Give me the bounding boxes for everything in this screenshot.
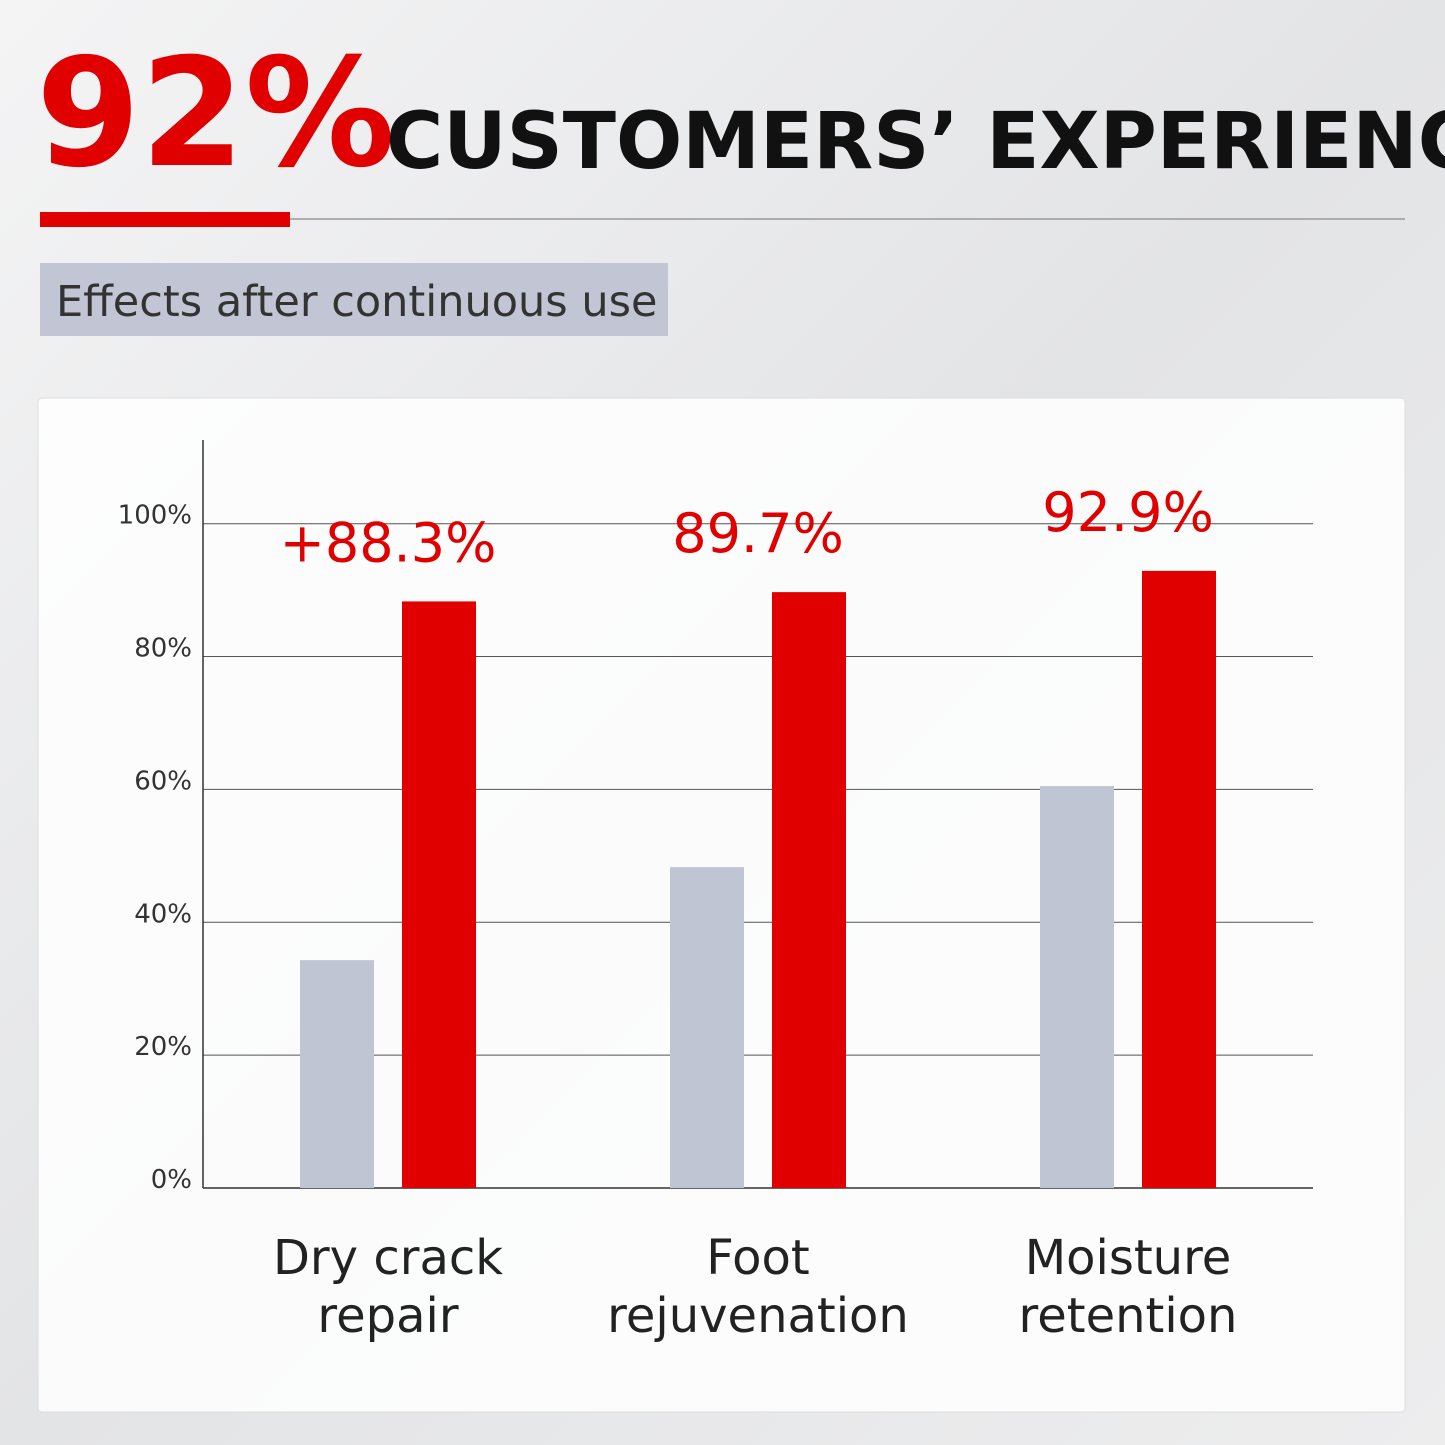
bar	[402, 601, 476, 1188]
value-label: 92.9%	[1042, 481, 1214, 544]
headline-title: CUSTOMERS’ EXPERIENCE	[386, 97, 1445, 187]
y-tick-label: 60%	[134, 766, 192, 796]
y-tick-label: 20%	[134, 1032, 192, 1062]
y-tick-label: 40%	[134, 899, 192, 929]
x-tick-label: rejuvenation	[607, 1288, 909, 1344]
bar	[300, 960, 374, 1188]
y-tick-label: 100%	[118, 501, 192, 531]
x-tick-label: repair	[317, 1288, 458, 1344]
y-tick-label: 0%	[151, 1165, 192, 1195]
subtitle: Effects after continuous use	[56, 277, 657, 327]
accent-bar	[40, 212, 290, 227]
y-tick-label: 80%	[134, 634, 192, 664]
x-tick-label: Moisture	[1025, 1230, 1232, 1286]
bar	[1040, 786, 1114, 1188]
bar	[772, 592, 846, 1188]
x-tick-label: Dry crack	[273, 1230, 503, 1286]
subtitle-box	[40, 263, 668, 336]
x-tick-label: retention	[1019, 1288, 1238, 1344]
x-tick-label: Foot	[706, 1230, 809, 1286]
value-label: +88.3%	[280, 511, 497, 574]
headline-number: 92%	[36, 27, 395, 201]
bar	[670, 867, 744, 1188]
value-label: 89.7%	[672, 502, 844, 565]
bar	[1142, 570, 1216, 1188]
